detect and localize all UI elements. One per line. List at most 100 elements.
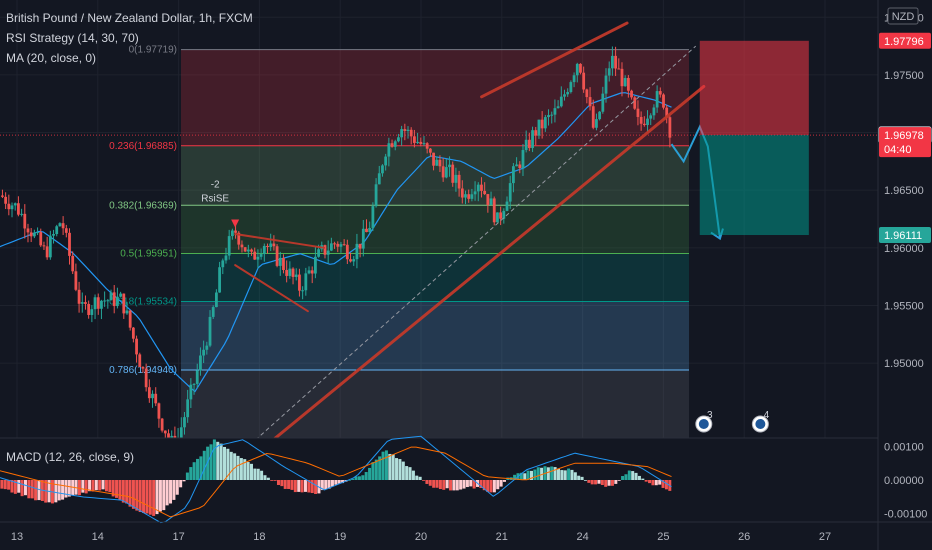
candle-body [294,274,298,277]
take-profit-zone [699,135,809,236]
fib-zone [181,369,689,438]
macd-histogram-bar [546,467,550,480]
macd-histogram-bar [482,480,486,491]
candle-body [269,243,273,248]
candle-body [563,94,566,97]
macd-histogram-bar [472,480,476,489]
strategy-signal-label: RsiSE [201,193,229,204]
macd-histogram-bar [418,476,422,480]
macd-histogram-bar [449,480,453,491]
candle-body [559,96,563,107]
candle-body [358,243,362,249]
macd-histogram-bar [347,479,351,481]
candle-body [480,184,483,191]
candle-body [256,256,260,260]
candle-body [170,435,174,438]
macd-histogram-bar [276,480,280,485]
candle-body [314,256,317,274]
candle-body [444,167,448,178]
candle-body [422,143,426,145]
candle-body [646,118,649,126]
candle-body [464,194,467,198]
candle-body [192,383,196,385]
candle-body [278,257,282,266]
macd-histogram-bar [3,480,7,490]
price-tick-label: 1.95500 [884,300,924,312]
macd-histogram-bar [246,462,250,480]
candle-body [665,107,669,118]
macd-histogram-bar [121,480,125,503]
macd-legend[interactable]: MACD (12, 26, close, 9) [6,450,135,464]
macd-histogram-bar [438,480,442,490]
macd-histogram-bar [243,459,247,480]
macd-histogram-bar [324,480,328,490]
candle-body [403,129,407,131]
candle-body [301,290,305,292]
candle-body [486,194,490,205]
macd-histogram-bar [395,458,399,480]
price-tick-label: 1.95000 [884,358,924,370]
macd-histogram-bar [455,480,459,491]
candle-body [189,384,193,400]
macd-histogram-bar [37,480,41,501]
macd-histogram-bar [529,470,533,480]
candle-body [352,259,356,262]
candle-body [116,296,119,307]
macd-histogram-bar [499,480,503,487]
candle-body [151,393,154,399]
candle-body [112,292,116,307]
macd-histogram-bar [111,480,115,497]
macd-histogram-bar [270,480,274,481]
candle-body [432,152,435,166]
macd-histogram-bar [614,480,618,484]
macd-histogram-bar [341,480,345,484]
candle-body [183,417,186,428]
symbol-title[interactable]: British Pound / New Zealand Dollar, 1h, … [6,11,253,25]
rsi-strategy-legend[interactable]: RSI Strategy (14, 30, 70) [6,31,139,45]
trendline [480,21,629,99]
candle-body [58,223,62,227]
macd-histogram-bar [415,475,419,480]
candle-body [639,116,643,124]
macd-histogram-bar [223,446,227,480]
fibonacci-retracement[interactable]: 0(1.97719) 0.236(1.96885) 0.382(1.96369) 0.… [0,45,878,438]
candle-body [262,245,266,255]
candle-body [100,300,103,309]
macd-histogram-bar [77,480,81,496]
macd-histogram-bar [287,480,291,489]
candle-body [400,129,404,138]
signal-arrow-icon [231,219,240,228]
macd-histogram-bar [297,480,301,492]
macd-histogram-bar [378,456,382,480]
macd-histogram-bar [489,480,493,493]
macd-histogram-bar [577,475,581,480]
candle-body [135,338,138,355]
candlesticks [1,46,672,463]
currency-label: NZD [892,11,915,23]
macd-histogram-bar [408,467,412,480]
macd-histogram-bar [27,480,31,499]
macd-histogram-bar [583,479,587,481]
candle-body [518,164,522,168]
fib-level-label: 0.5(1.95951) [120,248,177,259]
macd-histogram-bar [445,480,449,489]
macd-histogram-bar [131,480,135,509]
moving-average-legend[interactable]: MA (20, close, 0) [6,51,97,65]
macd-histogram-bar [442,480,446,490]
macd-histogram-bar [179,480,183,488]
macd-histogram-bar [374,459,378,480]
candle-body [227,236,231,256]
macd-histogram-bar [169,480,173,504]
flag-icon [755,419,766,429]
candle-body [32,232,36,237]
macd-histogram-bar [64,480,68,498]
candle-body [349,259,352,262]
candle-body [652,107,656,116]
macd-histogram-bar [314,480,318,494]
candle-body [329,243,333,251]
macd-pane [0,435,932,524]
candle-body [202,349,206,356]
macd-histogram-bar [411,470,415,480]
